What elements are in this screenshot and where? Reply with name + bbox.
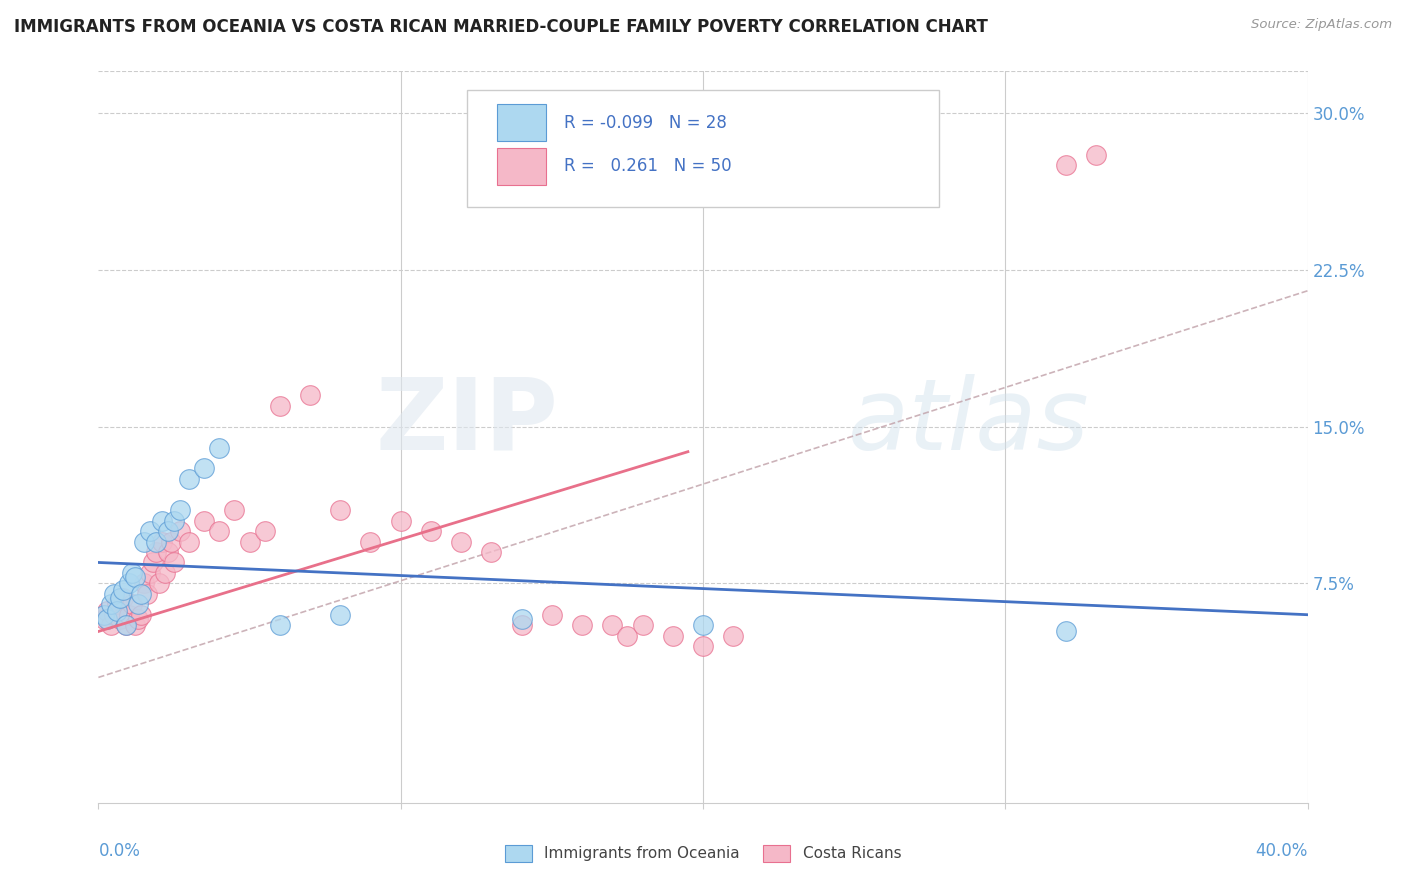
Point	[692, 618, 714, 632]
Point	[156, 524, 179, 538]
Point	[139, 524, 162, 538]
Point	[96, 612, 118, 626]
Point	[114, 618, 136, 632]
Text: atlas: atlas	[848, 374, 1090, 471]
Point	[163, 514, 186, 528]
Text: R = -0.099   N = 28: R = -0.099 N = 28	[564, 113, 727, 131]
Point	[631, 618, 654, 632]
Point	[360, 534, 382, 549]
Point	[602, 618, 624, 632]
Point	[540, 607, 562, 622]
Point	[329, 503, 352, 517]
Point	[108, 612, 131, 626]
Point	[100, 618, 122, 632]
Text: IMMIGRANTS FROM OCEANIA VS COSTA RICAN MARRIED-COUPLE FAMILY POVERTY CORRELATION: IMMIGRANTS FROM OCEANIA VS COSTA RICAN M…	[14, 18, 988, 36]
Point	[132, 576, 155, 591]
Point	[105, 597, 128, 611]
Point	[124, 618, 146, 632]
Point	[111, 591, 134, 605]
Point	[616, 629, 638, 643]
Point	[145, 534, 167, 549]
Text: 0.0%: 0.0%	[98, 842, 141, 860]
Point	[93, 612, 115, 626]
Point	[142, 556, 165, 570]
Point	[108, 591, 131, 605]
Point	[129, 607, 152, 622]
Point	[269, 618, 291, 632]
Point	[103, 587, 125, 601]
Point	[127, 597, 149, 611]
Text: ZIP: ZIP	[375, 374, 558, 471]
Point	[299, 388, 322, 402]
Point	[135, 587, 157, 601]
Point	[148, 576, 170, 591]
Point	[692, 639, 714, 653]
Point	[96, 603, 118, 617]
Point	[193, 514, 215, 528]
Point	[100, 597, 122, 611]
Point	[224, 503, 246, 517]
Text: 40.0%: 40.0%	[1256, 842, 1308, 860]
Point	[571, 618, 593, 632]
Point	[420, 524, 443, 538]
Point	[156, 545, 179, 559]
Point	[139, 566, 162, 580]
Point	[150, 514, 173, 528]
Point	[132, 534, 155, 549]
Point	[1085, 148, 1108, 162]
Point	[179, 534, 201, 549]
Point	[329, 607, 352, 622]
Point	[389, 514, 412, 528]
Text: R =   0.261   N = 50: R = 0.261 N = 50	[564, 158, 731, 176]
Point	[150, 534, 173, 549]
Point	[127, 612, 149, 626]
FancyBboxPatch shape	[467, 90, 939, 207]
Point	[111, 582, 134, 597]
Point	[723, 629, 745, 643]
Point	[121, 597, 143, 611]
Point	[481, 545, 503, 559]
Point	[661, 629, 683, 643]
Point	[208, 441, 231, 455]
Point	[105, 603, 128, 617]
Point	[93, 607, 115, 622]
Point	[1054, 624, 1077, 639]
Point	[1054, 158, 1077, 172]
Point	[124, 570, 146, 584]
Bar	[498, 104, 546, 141]
Point	[169, 503, 191, 517]
Point	[179, 472, 201, 486]
Point	[153, 566, 176, 580]
Point	[253, 524, 276, 538]
Point	[193, 461, 215, 475]
Legend: Immigrants from Oceania, Costa Ricans: Immigrants from Oceania, Costa Ricans	[499, 838, 907, 868]
Text: Source: ZipAtlas.com: Source: ZipAtlas.com	[1251, 18, 1392, 31]
Point	[118, 576, 141, 591]
Point	[208, 524, 231, 538]
Point	[169, 524, 191, 538]
Point	[160, 534, 183, 549]
Point	[103, 607, 125, 622]
Point	[269, 399, 291, 413]
Point	[239, 534, 262, 549]
Point	[510, 612, 533, 626]
Bar	[498, 148, 546, 185]
Point	[114, 618, 136, 632]
Point	[145, 545, 167, 559]
Point	[121, 566, 143, 580]
Point	[510, 618, 533, 632]
Point	[118, 607, 141, 622]
Point	[129, 587, 152, 601]
Point	[163, 556, 186, 570]
Point	[450, 534, 472, 549]
